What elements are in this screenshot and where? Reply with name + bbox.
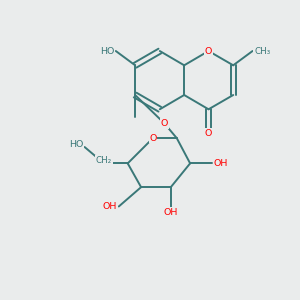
Text: O: O (205, 129, 212, 138)
Text: HO: HO (100, 46, 114, 56)
Text: OH: OH (164, 208, 178, 217)
Text: O: O (149, 134, 157, 142)
Text: CH₃: CH₃ (254, 46, 270, 56)
Text: OH: OH (214, 159, 228, 168)
Text: O: O (160, 119, 168, 128)
Text: O: O (205, 46, 212, 56)
Text: HO: HO (69, 140, 83, 148)
Text: OH: OH (103, 202, 117, 211)
Text: CH₂: CH₂ (96, 156, 112, 165)
